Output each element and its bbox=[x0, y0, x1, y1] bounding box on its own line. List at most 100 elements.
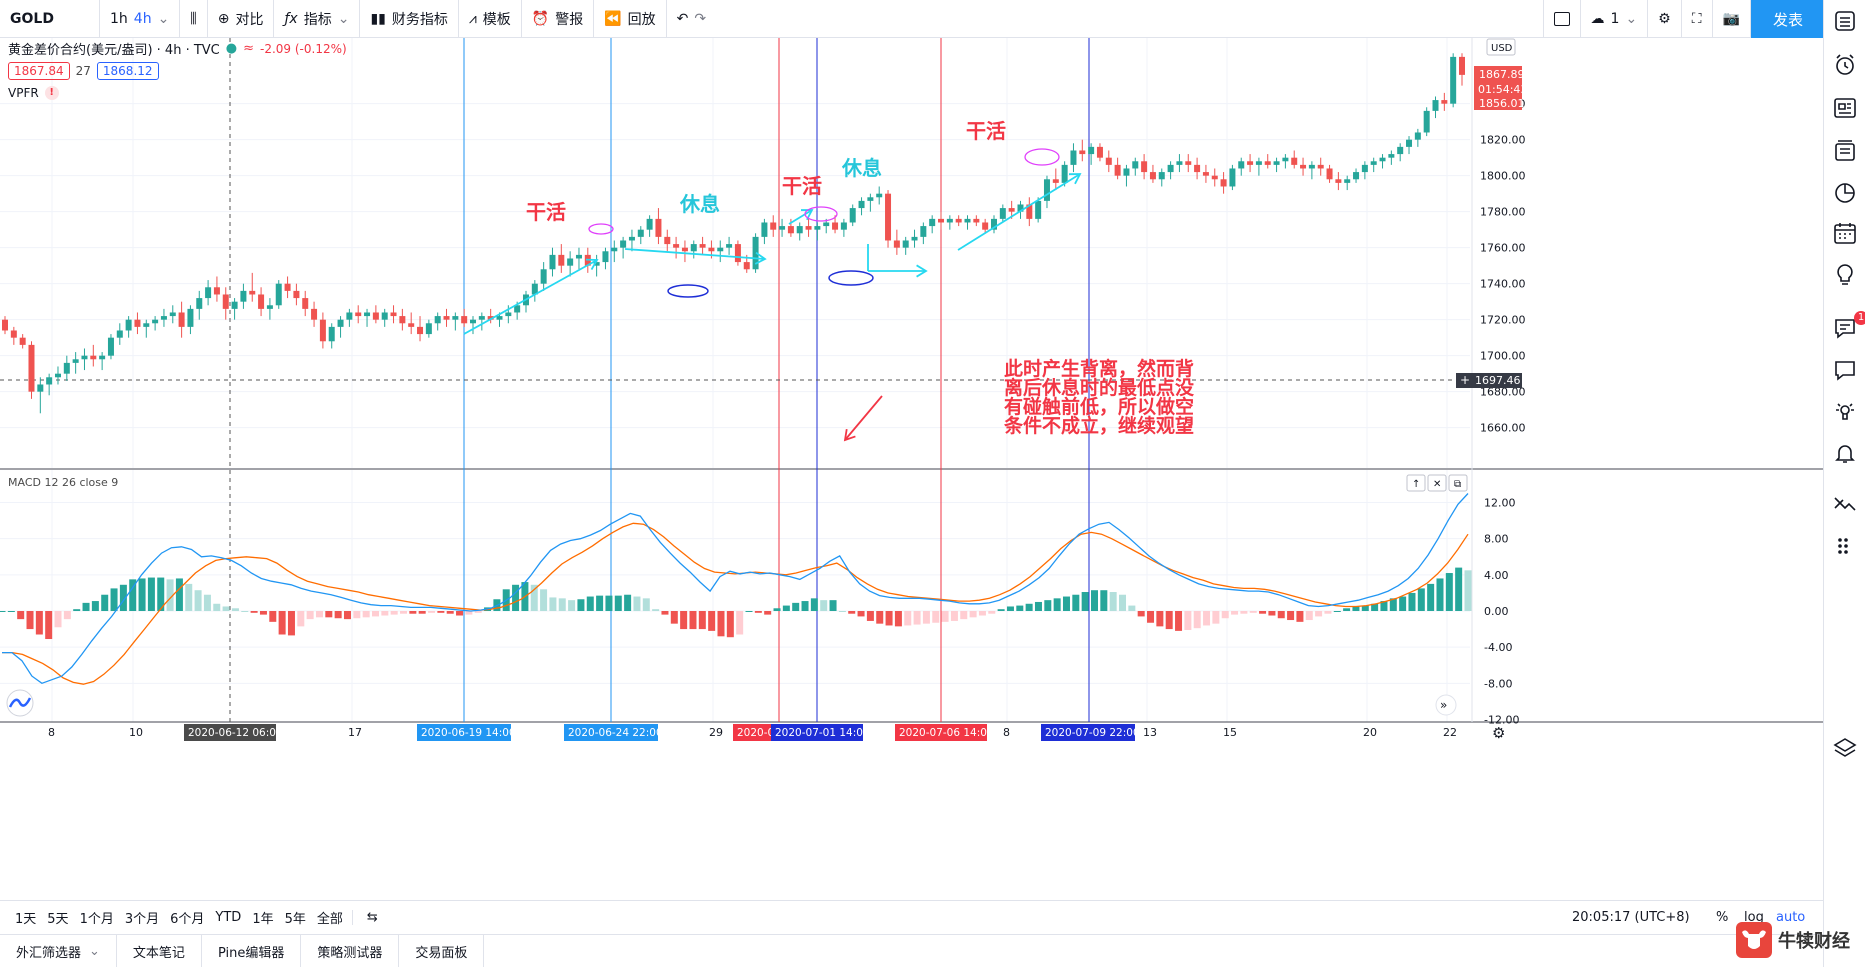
fullscreen-button[interactable]: ⛶ bbox=[1682, 0, 1713, 38]
templates-button[interactable]: ⩘ 模板 bbox=[459, 0, 522, 38]
percent-toggle[interactable]: % bbox=[1716, 910, 1729, 925]
panel-forex-screener[interactable]: 外汇筛选器 ⌄ bbox=[0, 934, 117, 967]
arrow-up-icon[interactable]: ↑ bbox=[1412, 479, 1420, 490]
annotation-note[interactable]: 此时产生背离，然而背离后休息时的最低点没有碰触前低，所以做空条件不成立，继续观望 bbox=[1004, 358, 1195, 437]
macd-histogram-bar bbox=[343, 611, 351, 620]
compare-button[interactable]: ⊕ 对比 bbox=[208, 0, 275, 38]
range-1y[interactable]: 1年 bbox=[252, 912, 274, 927]
publish-button[interactable]: 发表 bbox=[1750, 0, 1831, 38]
chart-type-button[interactable]: ⫼ bbox=[180, 0, 208, 38]
indicators-button[interactable]: ƒx 指标 ⌄ bbox=[274, 0, 361, 38]
macd-histogram-bar bbox=[792, 602, 800, 611]
close-icon-box[interactable] bbox=[1427, 474, 1447, 492]
goto-date-icon[interactable]: ⇆ bbox=[351, 910, 392, 925]
chart-canvas[interactable]: 1840.001820.001800.001780.001760.001740.… bbox=[0, 38, 1823, 900]
interval-selector[interactable]: 1h 4h ⌄ bbox=[100, 0, 181, 38]
message-icon[interactable] bbox=[1832, 357, 1858, 383]
panel-strategy-tester[interactable]: 策略测试器 bbox=[301, 934, 400, 967]
lightbulb-icon[interactable] bbox=[1832, 262, 1858, 288]
annotation-rest-2[interactable]: 休息 bbox=[842, 156, 882, 180]
wave-icon[interactable]: ≈ bbox=[243, 41, 254, 56]
arrow-up-icon-box[interactable] bbox=[1406, 474, 1426, 492]
range-1d[interactable]: 1天 bbox=[15, 912, 37, 927]
range-all[interactable]: 全部 bbox=[316, 912, 343, 927]
candle-body bbox=[28, 344, 35, 392]
candle-body bbox=[90, 355, 97, 360]
clock-readout[interactable]: 20:05:17 (UTC+8) bbox=[1572, 910, 1690, 925]
undo-icon[interactable]: ↶ bbox=[676, 10, 689, 27]
cloud-layout-button[interactable]: ☁ 1 ⌄ bbox=[1581, 0, 1649, 38]
axis-settings-icon[interactable]: ⚙ bbox=[1492, 724, 1505, 742]
annotation-work-3[interactable]: 干活 bbox=[966, 119, 1006, 143]
macd-histogram-bar bbox=[810, 598, 818, 611]
range-ytd[interactable]: YTD bbox=[215, 910, 242, 925]
restore-icon-box[interactable] bbox=[1448, 474, 1468, 492]
drawing-arrow-up-1-head bbox=[585, 258, 599, 270]
panel-pine-editor[interactable]: Pine编辑器 bbox=[202, 934, 302, 967]
candle-body bbox=[628, 236, 635, 241]
macd-histogram-bar bbox=[287, 611, 295, 636]
macd-histogram-bar bbox=[1147, 611, 1155, 623]
redo-icon[interactable]: ↷ bbox=[694, 10, 707, 27]
panel-trading[interactable]: 交易面板 bbox=[399, 934, 485, 967]
interval-4h[interactable]: 4h bbox=[133, 10, 152, 27]
ideas-stream-icon[interactable] bbox=[1832, 138, 1858, 164]
macd-histogram-bar bbox=[82, 602, 90, 611]
macd-histogram-bar bbox=[717, 611, 725, 637]
watchlist-icon[interactable] bbox=[1832, 8, 1858, 34]
annotation-work-2[interactable]: 干活 bbox=[782, 174, 822, 198]
replay-button[interactable]: ⏪ 回放 bbox=[594, 0, 667, 38]
range-5y[interactable]: 5年 bbox=[284, 912, 306, 927]
chat-icon[interactable] bbox=[1832, 315, 1858, 341]
alarm-clock-icon[interactable] bbox=[1832, 52, 1858, 78]
broadcast-icon[interactable] bbox=[1832, 398, 1858, 424]
range-6m[interactable]: 6个月 bbox=[170, 912, 205, 927]
candle-body bbox=[1220, 179, 1227, 187]
macd-histogram-bar bbox=[568, 600, 576, 611]
dots-grid-icon[interactable] bbox=[1832, 532, 1858, 558]
range-3m[interactable]: 3个月 bbox=[124, 912, 160, 927]
macd-histogram-bar bbox=[540, 589, 548, 611]
layers-icon[interactable] bbox=[1832, 736, 1858, 762]
pie-chart-icon[interactable] bbox=[1832, 180, 1858, 206]
symbol-search[interactable]: GOLD bbox=[0, 0, 100, 38]
chevron-down-icon[interactable]: ⌄ bbox=[337, 10, 350, 27]
news-icon[interactable] bbox=[1832, 95, 1858, 121]
auto-toggle[interactable]: auto bbox=[1776, 910, 1806, 925]
warning-icon[interactable]: ! bbox=[44, 86, 59, 100]
alert-button[interactable]: ⏰ 警报 bbox=[522, 0, 595, 38]
range-5d[interactable]: 5天 bbox=[47, 912, 69, 927]
bell-icon[interactable] bbox=[1832, 440, 1858, 466]
macd-histogram-bar bbox=[726, 611, 734, 638]
candle-body bbox=[814, 226, 821, 230]
candle-body bbox=[646, 218, 653, 230]
bid-price[interactable]: 1867.84 bbox=[8, 62, 70, 80]
interval-1h[interactable]: 1h bbox=[110, 10, 128, 27]
ask-price[interactable]: 1868.12 bbox=[96, 62, 159, 80]
snapshot-button[interactable]: 📷 bbox=[1713, 0, 1751, 38]
candle-body bbox=[372, 312, 379, 320]
layout-select-button[interactable] bbox=[1542, 0, 1581, 38]
drawing-arrow-note-head bbox=[843, 428, 856, 442]
fx-icon: ƒx bbox=[284, 10, 298, 27]
settings-button[interactable]: ⚙ bbox=[1648, 0, 1682, 38]
macd-histogram-bar bbox=[63, 611, 71, 620]
panel-text-notes[interactable]: 文本笔记 bbox=[117, 934, 202, 967]
restore-icon[interactable]: ⧉ bbox=[1454, 479, 1461, 490]
scroll-end-button[interactable] bbox=[1435, 694, 1457, 716]
eye-toggle-icon[interactable]: ● bbox=[225, 41, 238, 56]
candle-body bbox=[1326, 168, 1333, 180]
price-tick-label: 1760.00 bbox=[1480, 242, 1526, 255]
annotation-work-1[interactable]: 干活 bbox=[526, 200, 566, 224]
log-toggle[interactable]: log bbox=[1744, 910, 1764, 925]
fundamentals-button[interactable]: ▮▮ 财务指标 bbox=[360, 0, 459, 38]
macd-histogram-bar bbox=[446, 611, 454, 614]
candle-body bbox=[1432, 100, 1439, 111]
close-icon[interactable]: ✕ bbox=[1433, 479, 1441, 490]
candle-body bbox=[293, 290, 300, 299]
chevron-down-icon[interactable]: ⌄ bbox=[157, 10, 170, 27]
annotation-rest-1[interactable]: 休息 bbox=[680, 192, 720, 216]
range-1m[interactable]: 1个月 bbox=[79, 912, 114, 927]
calendar-icon[interactable] bbox=[1832, 220, 1858, 246]
trend-icon[interactable] bbox=[1832, 490, 1858, 516]
